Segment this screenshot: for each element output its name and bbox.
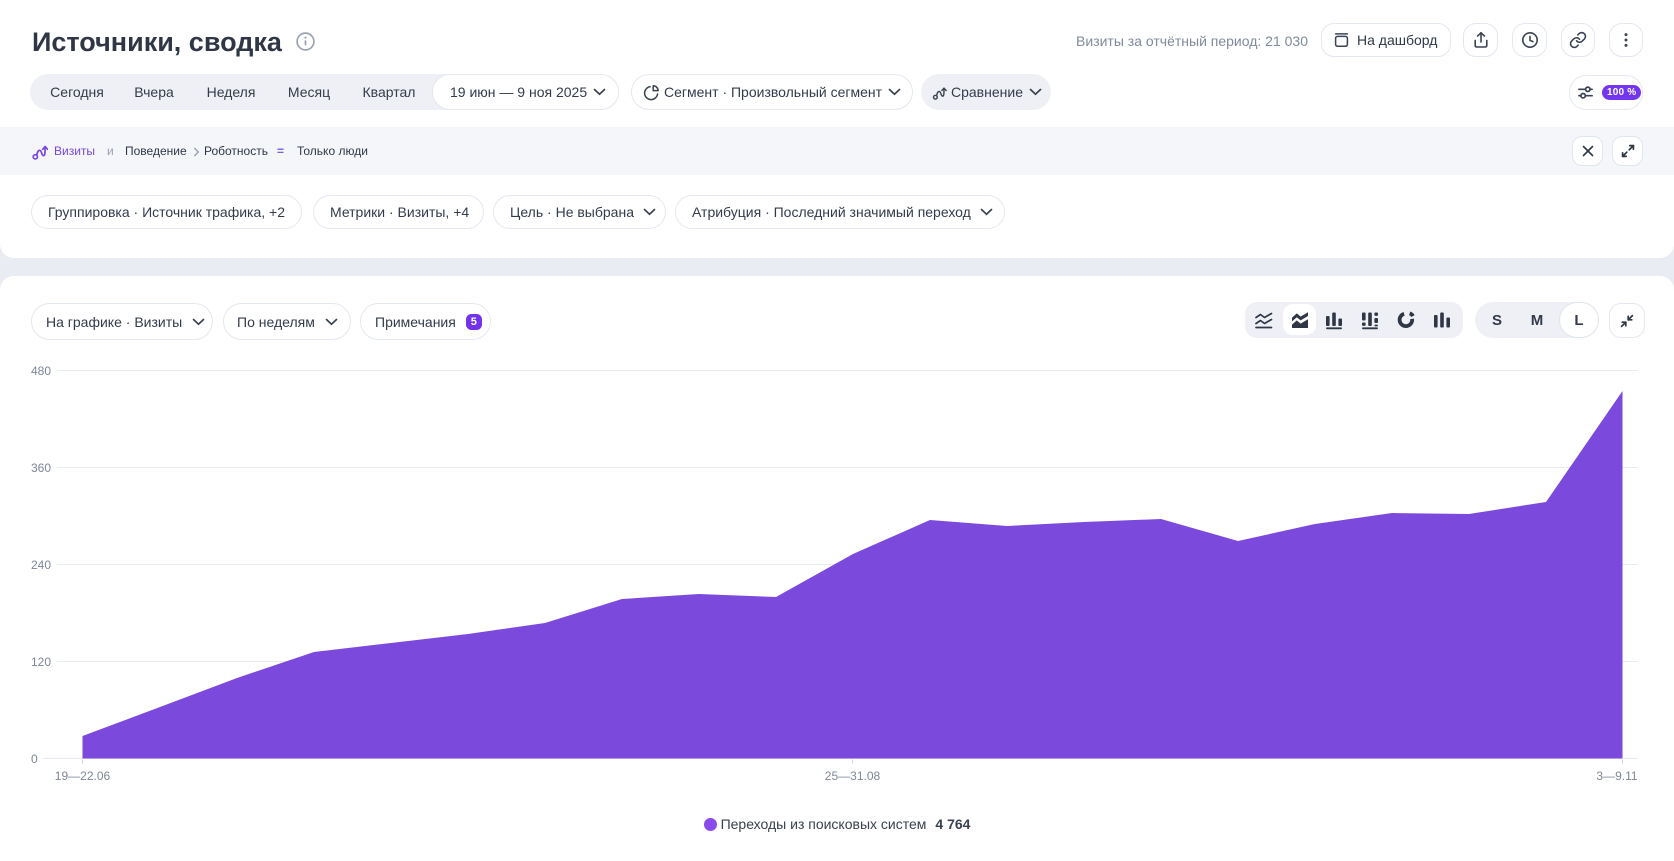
svg-text:19—22.06: 19—22.06 (55, 769, 111, 783)
svg-text:25—31.08: 25—31.08 (825, 769, 881, 783)
svg-text:360: 360 (31, 461, 51, 475)
svg-text:480: 480 (31, 364, 51, 378)
svg-text:3—9.11: 3—9.11 (1596, 769, 1637, 783)
svg-text:240: 240 (31, 558, 51, 572)
svg-text:0: 0 (31, 752, 38, 766)
svg-text:120: 120 (31, 655, 51, 669)
